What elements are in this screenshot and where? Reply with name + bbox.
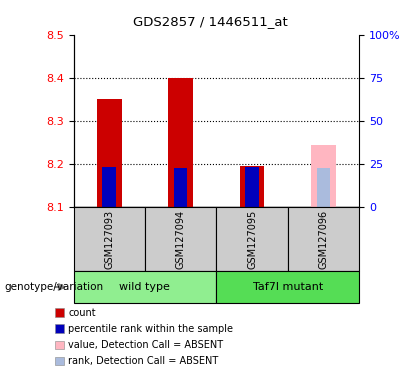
Bar: [97, 99, 122, 207]
Text: GSM127094: GSM127094: [176, 210, 186, 268]
Bar: [145, 207, 216, 271]
Bar: [74, 207, 145, 271]
Text: wild type: wild type: [119, 282, 171, 292]
Text: genotype/variation: genotype/variation: [4, 282, 103, 292]
Bar: [245, 167, 259, 207]
Text: rank, Detection Call = ABSENT: rank, Detection Call = ABSENT: [68, 356, 218, 366]
Text: GSM127096: GSM127096: [318, 210, 328, 268]
Bar: [216, 207, 288, 271]
Bar: [102, 167, 116, 207]
Text: GDS2857 / 1446511_at: GDS2857 / 1446511_at: [133, 15, 287, 28]
Bar: [311, 145, 336, 207]
Text: GSM127095: GSM127095: [247, 209, 257, 269]
Text: GSM127093: GSM127093: [104, 210, 114, 268]
Bar: [74, 271, 216, 303]
Bar: [317, 167, 330, 207]
Text: value, Detection Call = ABSENT: value, Detection Call = ABSENT: [68, 340, 223, 350]
Bar: [168, 78, 193, 207]
Bar: [239, 166, 265, 207]
Bar: [288, 207, 359, 271]
Text: Taf7l mutant: Taf7l mutant: [252, 282, 323, 292]
Bar: [174, 167, 187, 207]
Text: count: count: [68, 308, 96, 318]
Bar: [216, 271, 359, 303]
Text: percentile rank within the sample: percentile rank within the sample: [68, 324, 233, 334]
